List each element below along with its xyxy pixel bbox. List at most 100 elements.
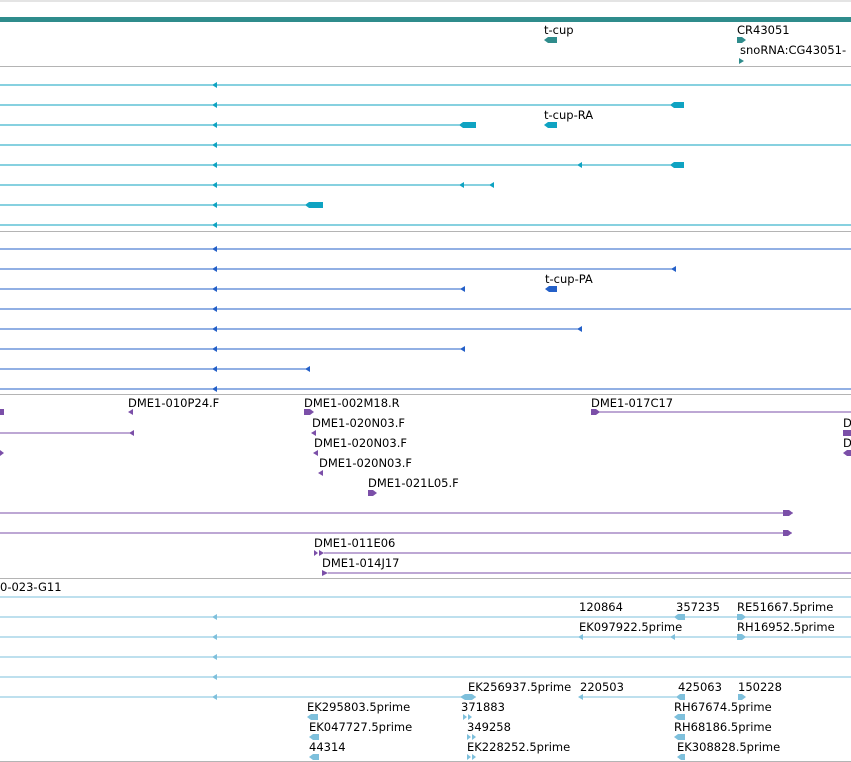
est-label[interactable]: 120864 — [579, 600, 623, 614]
clone-label[interactable]: DME1-014J17 — [322, 556, 400, 570]
clone-feature[interactable] — [319, 550, 324, 556]
est-feature[interactable] — [677, 754, 685, 760]
clone-label[interactable]: D — [843, 416, 851, 430]
clone-label[interactable]: DME1-020N03.F — [312, 416, 405, 430]
est-label[interactable]: EK097922.5prime — [579, 620, 682, 634]
protein-marker — [212, 346, 217, 352]
clone-feature[interactable] — [843, 430, 851, 436]
est-label[interactable]: EK047727.5prime — [309, 720, 412, 734]
clone-feature[interactable] — [368, 490, 377, 496]
est-feature[interactable] — [674, 734, 685, 740]
transcript-marker — [489, 182, 494, 188]
clone-feature[interactable] — [313, 450, 318, 456]
clone-label[interactable]: DME1-011E06 — [314, 536, 395, 550]
clone-feature[interactable] — [314, 550, 318, 556]
clone-feature[interactable] — [129, 430, 134, 436]
protein-track: t-cup-PA — [0, 246, 851, 392]
gene-label-cr43051[interactable]: CR43051 — [737, 23, 790, 37]
clone-feature[interactable] — [591, 409, 600, 415]
transcript-marker — [577, 162, 582, 168]
est-marker — [578, 694, 583, 700]
transcript-exon[interactable] — [459, 122, 476, 128]
clone-label[interactable]: DME1-021L05.F — [368, 476, 459, 490]
est-label[interactable]: RH16952.5prime — [737, 620, 835, 634]
est-feature[interactable] — [467, 734, 471, 740]
est-label[interactable]: 220503 — [580, 680, 624, 694]
gene-feature-t-cup[interactable] — [544, 37, 557, 43]
gene-label-t-cup[interactable]: t-cup — [544, 23, 574, 37]
clone-label[interactable]: DME1-002M18.R — [304, 396, 400, 410]
protein-marker — [212, 386, 217, 392]
protein-feature-t-cup-pa[interactable] — [545, 286, 557, 292]
protein-marker — [460, 286, 465, 292]
est-feature[interactable] — [460, 694, 476, 700]
transcript-feature-t-cup-ra[interactable] — [544, 122, 557, 128]
est-feature[interactable] — [676, 694, 685, 700]
transcript-marker — [212, 222, 217, 228]
transcript-marker — [212, 122, 217, 128]
gene-region-bar[interactable] — [0, 17, 851, 22]
est-label[interactable]: 425063 — [678, 680, 722, 694]
est-marker — [212, 694, 217, 700]
est-label[interactable]: 0-023-G11 — [0, 580, 62, 594]
est-label[interactable]: RH68186.5prime — [674, 720, 772, 734]
clone-label[interactable]: DME1-020N03.F — [319, 456, 412, 470]
clone-feature[interactable] — [0, 450, 4, 456]
clone-label[interactable]: D — [843, 436, 851, 450]
clone-feature[interactable] — [304, 409, 314, 415]
est-feature[interactable] — [309, 754, 319, 760]
est-feature[interactable] — [467, 754, 471, 760]
clone-feature[interactable] — [322, 570, 328, 576]
protein-marker — [212, 286, 217, 292]
est-feature[interactable] — [468, 714, 472, 720]
est-label[interactable]: 150228 — [738, 680, 782, 694]
est-feature[interactable] — [737, 614, 746, 620]
est-label[interactable]: RH67674.5prime — [674, 700, 772, 714]
transcript-label-t-cup-ra[interactable]: t-cup-RA — [544, 108, 593, 122]
protein-label-t-cup-pa[interactable]: t-cup-PA — [545, 272, 593, 286]
est-label[interactable]: EK295803.5prime — [307, 700, 410, 714]
est-label[interactable]: 349258 — [467, 720, 511, 734]
gene-feature-cr43051[interactable] — [737, 37, 746, 43]
clone-feature[interactable] — [783, 510, 793, 516]
clone-feature[interactable] — [783, 530, 792, 536]
est-marker — [578, 634, 583, 640]
gene-feature-snorna[interactable] — [739, 58, 744, 64]
est-feature[interactable] — [737, 634, 746, 640]
est-label[interactable]: 357235 — [676, 600, 720, 614]
clone-feature[interactable] — [843, 450, 851, 456]
clone-feature[interactable] — [0, 409, 4, 415]
clone-track: DME1-010P24.F DME1-002M18.R DME1-017C17 … — [0, 396, 851, 576]
clone-feature[interactable] — [318, 470, 323, 476]
est-feature[interactable] — [738, 694, 746, 700]
gene-label-snorna[interactable]: snoRNA:CG43051- — [740, 43, 846, 57]
est-label[interactable]: EK308828.5prime — [677, 740, 780, 754]
protein-marker — [212, 266, 217, 272]
clone-feature[interactable] — [311, 430, 316, 436]
transcript-exon[interactable] — [670, 162, 684, 168]
est-feature[interactable] — [463, 714, 467, 720]
est-label[interactable]: EK256937.5prime — [468, 680, 571, 694]
est-label[interactable]: EK228252.5prime — [467, 740, 570, 754]
transcript-marker — [212, 102, 217, 108]
est-label[interactable]: 371883 — [461, 700, 505, 714]
transcript-exon[interactable] — [305, 202, 323, 208]
clone-label[interactable]: DME1-017C17 — [591, 396, 673, 410]
protein-marker — [212, 306, 217, 312]
est-feature[interactable] — [472, 734, 476, 740]
est-label[interactable]: 44314 — [309, 740, 346, 754]
est-feature[interactable] — [472, 754, 476, 760]
est-feature[interactable] — [309, 734, 319, 740]
est-label[interactable]: RE51667.5prime — [737, 600, 833, 614]
clone-label[interactable]: DME1-010P24.F — [128, 396, 219, 410]
clone-label[interactable]: DME1-020N03.F — [314, 436, 407, 450]
transcript-exon[interactable] — [670, 102, 684, 108]
protein-marker — [671, 266, 676, 272]
est-feature[interactable] — [307, 714, 318, 720]
clone-feature[interactable] — [128, 409, 133, 415]
transcript-marker — [459, 182, 464, 188]
est-feature[interactable] — [674, 714, 685, 720]
transcript-marker — [212, 202, 217, 208]
est-feature[interactable] — [674, 614, 685, 620]
